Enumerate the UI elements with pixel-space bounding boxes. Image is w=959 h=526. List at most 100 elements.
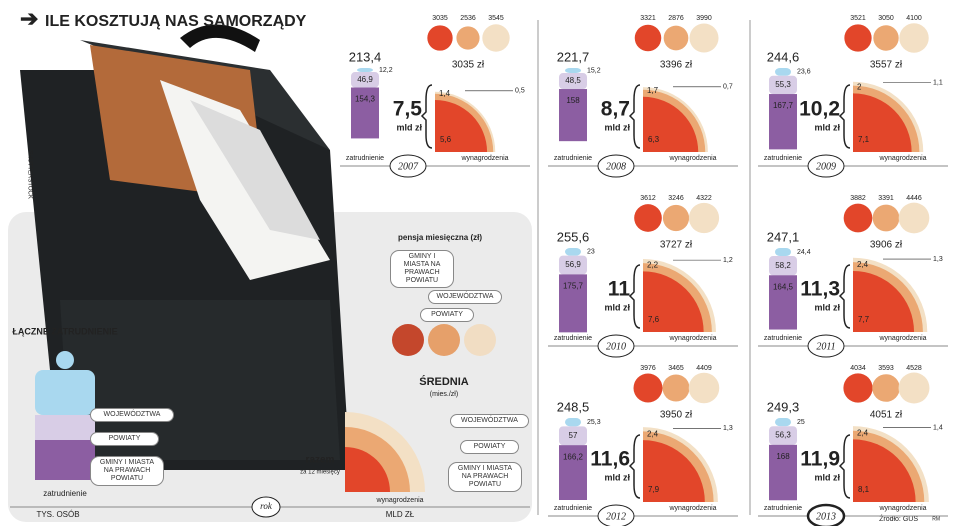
employment-woj-label: 24,4 (797, 249, 811, 256)
year: 2008 (606, 161, 626, 172)
legend-body-woj (35, 370, 95, 415)
employment-label: zatrudnienie (554, 335, 592, 342)
cost-gminy (853, 93, 912, 152)
employment-woj (565, 68, 581, 74)
employment-total: 213,4 (349, 49, 382, 64)
cost-powiaty-label: 2 (857, 82, 862, 91)
brace (838, 264, 851, 329)
cost-powiaty-label: 1,4 (439, 89, 451, 98)
wages-label: wynagrodzenia (878, 335, 926, 342)
cost-gminy (643, 271, 704, 332)
employment-gminy (559, 274, 587, 333)
title: ILE KOSZTUJĄ NAS SAMORZĄDY (45, 13, 307, 30)
cost-gminy-label: 5,6 (440, 135, 452, 144)
employment-powiaty (769, 426, 797, 445)
employment-label: zatrudnienie (554, 155, 592, 162)
salary-value: 3976 (640, 365, 656, 372)
salary-circle (482, 24, 510, 52)
arrow-icon: ➔ (20, 6, 38, 31)
employment-powiaty-label: 58,2 (775, 261, 791, 270)
salary-average: 3727 zł (660, 240, 693, 251)
wages-label: wynagrodzenia (668, 155, 716, 162)
legend-wages-label: wynagrodzenia (375, 497, 423, 504)
salary-circle (898, 202, 930, 234)
employment-total: 249,3 (767, 399, 800, 414)
salary-circle (844, 24, 872, 52)
employment-woj (357, 68, 373, 73)
legend-employment-unit: TYS. OSÓB (36, 510, 79, 519)
brace (420, 84, 433, 149)
cost-powiaty-label: 1,7 (647, 86, 659, 95)
employment-woj (565, 248, 581, 256)
cost-gminy-label: 7,1 (858, 135, 870, 144)
legend-total: razem (306, 455, 335, 466)
cost-gminy-label: 7,9 (648, 485, 660, 494)
employment-label: zatrudnienie (764, 335, 802, 342)
employment-woj (775, 68, 791, 76)
employment-woj-label: 25 (797, 419, 805, 426)
employment-gminy-label: 158 (566, 96, 580, 105)
legend-average: ŚREDNIA (419, 375, 469, 388)
salary-value: 4034 (850, 365, 866, 372)
wages-label: wynagrodzenia (668, 505, 716, 512)
cost-unit: mld zł (814, 122, 840, 132)
employment-gminy (769, 275, 797, 330)
cost-unit: mld zł (604, 302, 630, 312)
employment-gminy-label: 167,7 (773, 101, 794, 110)
cost-gminy (643, 96, 699, 152)
legend-woj-box: WOJEWÓDZTWA (428, 290, 502, 305)
brace (838, 434, 851, 499)
wages-label: wynagrodzenia (668, 335, 716, 342)
year-badge (807, 154, 845, 178)
year-badge (597, 154, 635, 178)
employment-gminy (559, 89, 587, 142)
salary-circle (843, 373, 873, 403)
salary-value: 4446 (906, 195, 922, 202)
legend-year-badge (251, 496, 281, 518)
salary-value: 3521 (850, 15, 866, 22)
employment-gminy-label: 154,3 (355, 95, 376, 104)
legend-head (56, 351, 74, 369)
salary-value: 3465 (668, 365, 684, 372)
employment-total: 221,7 (557, 49, 590, 64)
salary-value: 4100 (906, 15, 922, 22)
salary-value: 3391 (878, 195, 894, 202)
salary-value: 3612 (640, 195, 656, 202)
cost-powiaty-label: 2,4 (857, 428, 869, 437)
cost-total: 7,5 (393, 98, 423, 121)
cost-gminy-label: 6,3 (648, 135, 660, 144)
legend-cost-gmi: GMINY I MIASTA NA PRAWACH POWIATU (448, 462, 522, 493)
salary-value: 2536 (460, 15, 476, 22)
employment-powiaty (769, 75, 797, 95)
cost-woj-label: 0,7 (723, 84, 733, 91)
salary-circle (872, 204, 900, 232)
employment-woj-label: 23,6 (797, 69, 811, 76)
year: 2013 (816, 511, 836, 522)
employment-gminy-label: 175,7 (563, 281, 584, 290)
cost-woj-label: 1,3 (723, 425, 733, 432)
employment-total: 244,6 (767, 49, 800, 64)
year-badge (597, 334, 635, 358)
salary-average: 3906 zł (870, 240, 903, 251)
employment-woj (775, 248, 791, 257)
employment-powiaty-label: 57 (569, 431, 578, 440)
legend-body-gmi (35, 440, 95, 480)
legend-salary-title: pensja miesięczna (zł) (398, 233, 482, 242)
employment-woj (565, 418, 581, 427)
cost-unit: mld zł (814, 472, 840, 482)
employment-label: zatrudnienie (764, 155, 802, 162)
salary-value: 3050 (878, 15, 894, 22)
legend-employment-title: ŁĄCZNE ZATRUDNIENIE (12, 326, 117, 336)
cost-powiaty-label: 2,2 (647, 260, 659, 269)
cost-powiaty-label: 2,4 (857, 260, 869, 269)
brace (628, 264, 641, 329)
cost-unit: mld zł (604, 122, 630, 132)
salary-circle (662, 204, 690, 232)
salary-value: 4322 (696, 195, 712, 202)
year: 2010 (606, 341, 626, 352)
salary-value: 4528 (906, 365, 922, 372)
employment-powiaty (559, 426, 587, 446)
salary-value: 3593 (878, 365, 894, 372)
employment-gminy-label: 168 (776, 452, 790, 461)
